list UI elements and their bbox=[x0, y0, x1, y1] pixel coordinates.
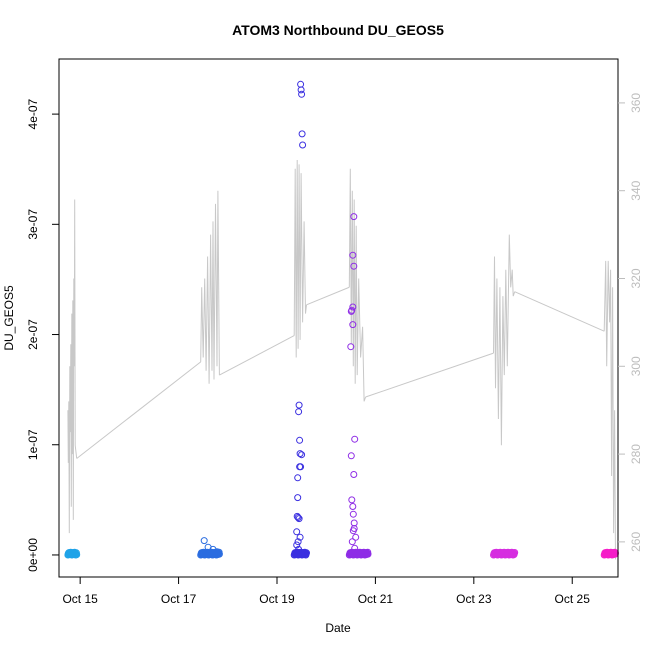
connector-line-1 bbox=[76, 361, 202, 459]
data-point-outlier bbox=[298, 90, 306, 98]
y2-tick-label: 280 bbox=[629, 444, 643, 464]
data-point bbox=[303, 549, 310, 557]
data-point-outlier bbox=[349, 251, 357, 259]
data-point-outlier bbox=[294, 514, 302, 521]
chart-title: ATOM3 Northbound DU_GEOS5 bbox=[232, 22, 444, 38]
x-tick-label: Oct 23 bbox=[456, 592, 492, 606]
x-tick-label: Oct 21 bbox=[358, 592, 394, 606]
series-line-3 bbox=[293, 159, 307, 358]
data-point-outlier bbox=[347, 343, 355, 351]
data-point-outlier bbox=[347, 452, 355, 460]
x-tick-label: Oct 17 bbox=[161, 592, 197, 606]
data-point-outlier bbox=[296, 533, 304, 541]
data-point-outlier bbox=[296, 436, 304, 444]
y2-tick-label: 360 bbox=[629, 93, 643, 113]
y-tick-label: 3e-07 bbox=[26, 209, 40, 240]
connector-line-4 bbox=[365, 352, 494, 398]
data-point-outlier bbox=[209, 545, 217, 553]
data-point-outlier bbox=[349, 321, 357, 329]
data-point-outlier bbox=[295, 545, 303, 553]
data-point bbox=[215, 550, 223, 558]
y2-tick-label: 340 bbox=[629, 180, 643, 200]
data-point-outlier bbox=[348, 496, 356, 504]
data-point-outlier bbox=[294, 494, 302, 502]
y-tick-label: 2e-07 bbox=[26, 319, 40, 350]
x-tick-label: Oct 25 bbox=[555, 592, 591, 606]
data-point-outlier bbox=[350, 213, 358, 221]
data-point-outlier bbox=[349, 503, 357, 510]
series-line-6 bbox=[603, 260, 616, 560]
data-point-outlier bbox=[347, 307, 355, 315]
data-point-outlier bbox=[294, 538, 302, 546]
data-point-outlier bbox=[349, 510, 357, 518]
data-point-outlier bbox=[298, 130, 306, 138]
connector-line-3 bbox=[306, 286, 350, 306]
y2-tick-label: 260 bbox=[629, 532, 643, 552]
data-point bbox=[73, 551, 81, 559]
y-tick-label: 0e+00 bbox=[26, 538, 40, 572]
y2-axis: 260 280 300 320 340 360 bbox=[618, 93, 643, 552]
data-point-outlier bbox=[293, 528, 301, 536]
x-axis: Oct 15 Oct 17 Oct 19 Oct 21 Oct 23 Oct 25 bbox=[62, 576, 591, 606]
x-tick-label: Oct 15 bbox=[62, 592, 98, 606]
y2-tick-label: 300 bbox=[629, 356, 643, 376]
data-point-outlier bbox=[351, 544, 359, 552]
data-point bbox=[511, 549, 519, 556]
plot-area bbox=[64, 80, 619, 560]
data-point-outlier bbox=[298, 451, 306, 459]
series-line-2 bbox=[200, 190, 220, 384]
connector-line-2 bbox=[219, 335, 295, 376]
y-tick-label: 1e-07 bbox=[26, 429, 40, 460]
x-tick-label: Oct 19 bbox=[259, 592, 295, 606]
y2-tick-label: 320 bbox=[629, 268, 643, 288]
data-point-outlier bbox=[296, 450, 304, 458]
y-tick-label: 4e-07 bbox=[26, 98, 40, 129]
data-point-outlier bbox=[297, 86, 305, 94]
data-point-outlier bbox=[295, 401, 303, 409]
y-axis: 0e+00 1e-07 2e-07 3e-07 4e-07 bbox=[26, 98, 59, 572]
data-point-outlier bbox=[293, 512, 301, 520]
data-point-outlier bbox=[200, 537, 208, 545]
data-point-outlier bbox=[299, 141, 307, 149]
data-point-outlier bbox=[213, 548, 221, 556]
data-point-outlier bbox=[352, 533, 360, 541]
y-axis-label: DU_GEOS5 bbox=[2, 285, 16, 351]
data-point bbox=[364, 550, 372, 558]
data-point-outlier bbox=[293, 541, 301, 549]
data-point-outlier bbox=[351, 435, 359, 443]
data-point-outlier bbox=[294, 474, 302, 482]
series-line-1 bbox=[67, 199, 78, 534]
data-point-outlier bbox=[296, 463, 304, 471]
data-point-outlier bbox=[350, 262, 358, 270]
x-axis-label: Date bbox=[325, 621, 351, 635]
data-point-outlier bbox=[349, 527, 357, 535]
data-point-outlier bbox=[295, 515, 303, 523]
data-point-outlier bbox=[349, 303, 357, 311]
data-point-outlier bbox=[348, 538, 356, 546]
data-point-outlier bbox=[350, 471, 358, 478]
series-line-4 bbox=[348, 168, 367, 402]
data-point-outlier bbox=[295, 408, 303, 416]
connector-line-5 bbox=[514, 291, 605, 332]
series-line-5 bbox=[493, 234, 516, 446]
